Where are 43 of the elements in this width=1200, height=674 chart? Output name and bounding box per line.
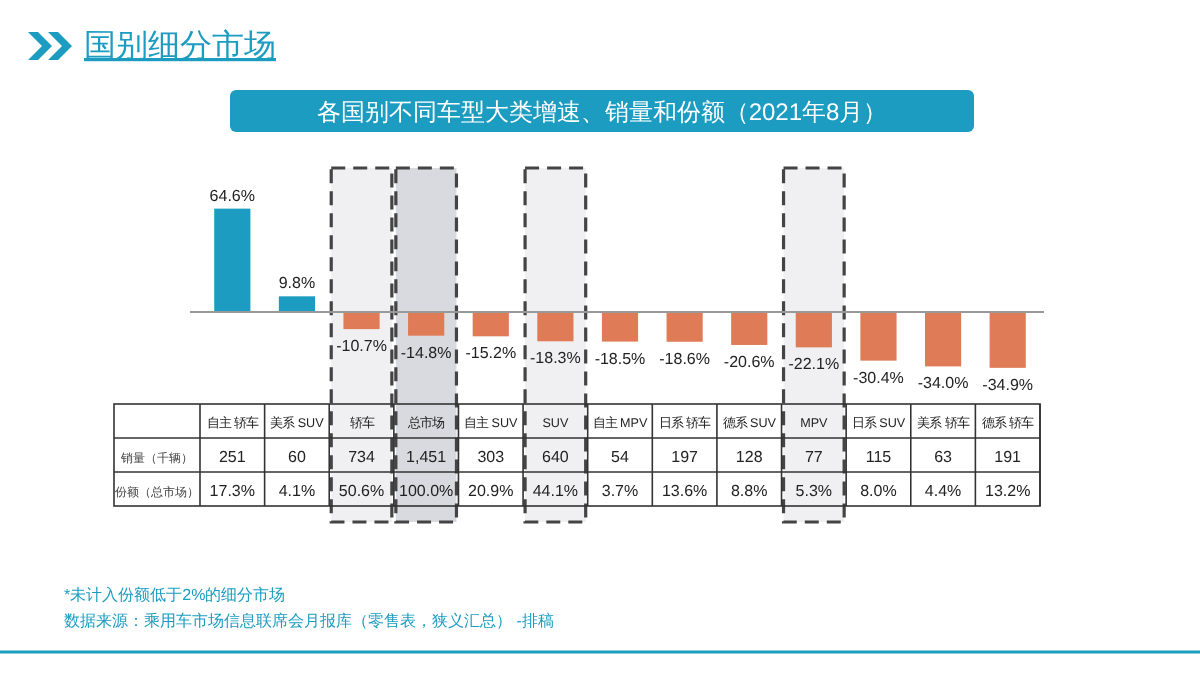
- data-label: -18.6%: [659, 349, 710, 368]
- text: 4.1%: [278, 482, 316, 500]
- text: 5.3%: [795, 482, 833, 500]
- text: 8.8%: [731, 482, 768, 500]
- source-note: 数据来源：乘用车市场信息联席会月报库（零售表，狭义汇总） -排稿: [64, 612, 554, 630]
- data-label: -30.4%: [853, 368, 904, 387]
- chart-subtitle: 各国别不同车型大类增速、销量和份额（2021年8月）: [316, 98, 888, 126]
- text: *未计入份额低于2%的细分市场: [64, 586, 286, 604]
- text: 50.6%: [338, 482, 385, 500]
- data-label: -18.5%: [594, 349, 646, 368]
- text: 734: [348, 448, 376, 466]
- text: 54: [611, 448, 630, 466]
- data-label: -14.8%: [400, 343, 452, 362]
- text: 4.4%: [924, 482, 962, 500]
- text: 60: [288, 448, 307, 466]
- text: 115: [865, 448, 893, 466]
- data-label: -18.3%: [530, 349, 581, 368]
- title: 国别细分市场: [84, 30, 276, 64]
- text: 13.6%: [661, 482, 708, 500]
- text: 17.3%: [209, 482, 255, 500]
- text: 251: [218, 448, 247, 466]
- text: 77: [804, 448, 824, 466]
- text: 3.7%: [601, 482, 639, 500]
- text: 303: [477, 448, 506, 466]
- data-label: 64.6%: [209, 186, 255, 205]
- text: 13.2%: [985, 482, 1031, 500]
- data-label: -20.6%: [723, 352, 775, 371]
- text: 63: [934, 448, 954, 466]
- text: 191: [994, 448, 1023, 466]
- data-label: -34.0%: [917, 374, 969, 393]
- data-label: -34.9%: [982, 375, 1034, 394]
- text: 20.9%: [468, 482, 514, 500]
- text: 640: [542, 448, 570, 466]
- data-label: 9.8%: [278, 274, 316, 293]
- text: 1,451: [406, 448, 448, 466]
- data-label: -10.7%: [336, 337, 387, 356]
- data-label: -15.2%: [465, 344, 517, 363]
- text: 44.1%: [532, 482, 579, 500]
- text: 100.0%: [399, 482, 454, 500]
- text: 128: [735, 448, 764, 466]
- text: 8.0%: [860, 482, 897, 500]
- text: 197: [671, 448, 700, 466]
- data-label: -22.1%: [788, 355, 840, 374]
